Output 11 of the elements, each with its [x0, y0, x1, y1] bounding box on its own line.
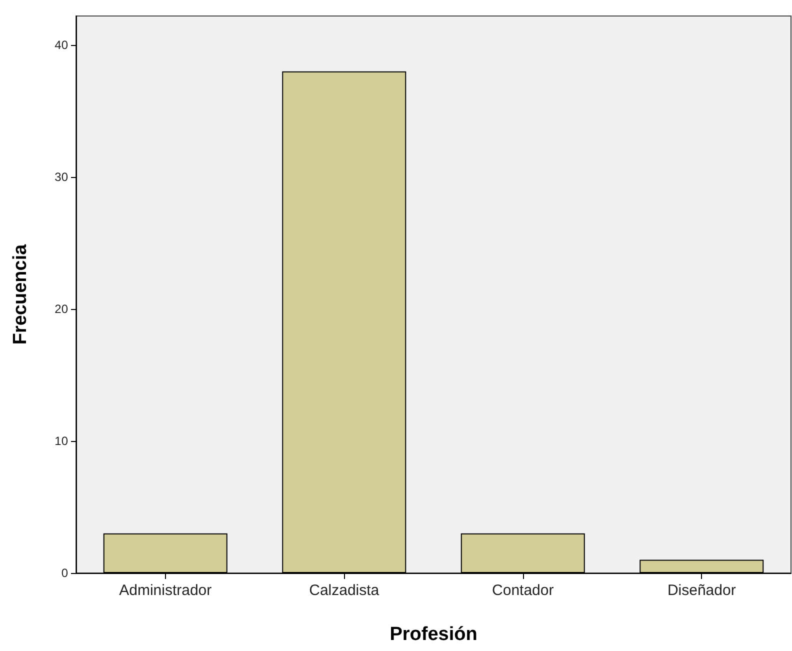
y-tick-label: 10 — [54, 434, 68, 448]
y-tick-label: 30 — [54, 170, 68, 184]
x-tick-label: Calzadista — [309, 582, 380, 599]
y-axis-title: Frecuencia — [10, 244, 31, 345]
y-tick-label: 0 — [61, 566, 68, 580]
x-axis-title: Profesión — [390, 624, 478, 645]
x-tick-label: Contador — [492, 582, 554, 599]
y-tick-label: 40 — [54, 38, 68, 52]
x-tick-label: Diseñador — [667, 582, 736, 599]
y-tick-label: 20 — [54, 302, 68, 316]
x-tick-label: Administrador — [119, 582, 212, 599]
